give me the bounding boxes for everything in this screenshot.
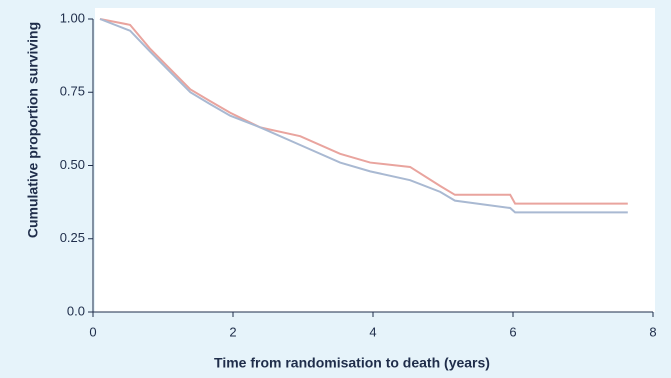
x-tick-label: 4 [369, 324, 376, 339]
y-tick-label: 0.50 [60, 157, 85, 172]
y-tick-label: 1.00 [60, 10, 85, 25]
x-axis-label: Time from randomisation to death (years) [214, 355, 490, 371]
x-tick-label: 6 [509, 324, 516, 339]
survival-line [99, 18, 628, 205]
y-axis-label: Cumulative proportion surviving [25, 22, 41, 238]
survival-line [99, 18, 628, 214]
y-tick-label: 0.0 [67, 303, 85, 318]
y-tick-label: 0.75 [60, 84, 85, 99]
x-tick-label: 8 [649, 324, 656, 339]
x-tick-label: 0 [89, 324, 96, 339]
plot-area [95, 8, 655, 312]
x-tick-label: 2 [229, 324, 236, 339]
y-tick-label: 0.25 [60, 230, 85, 245]
